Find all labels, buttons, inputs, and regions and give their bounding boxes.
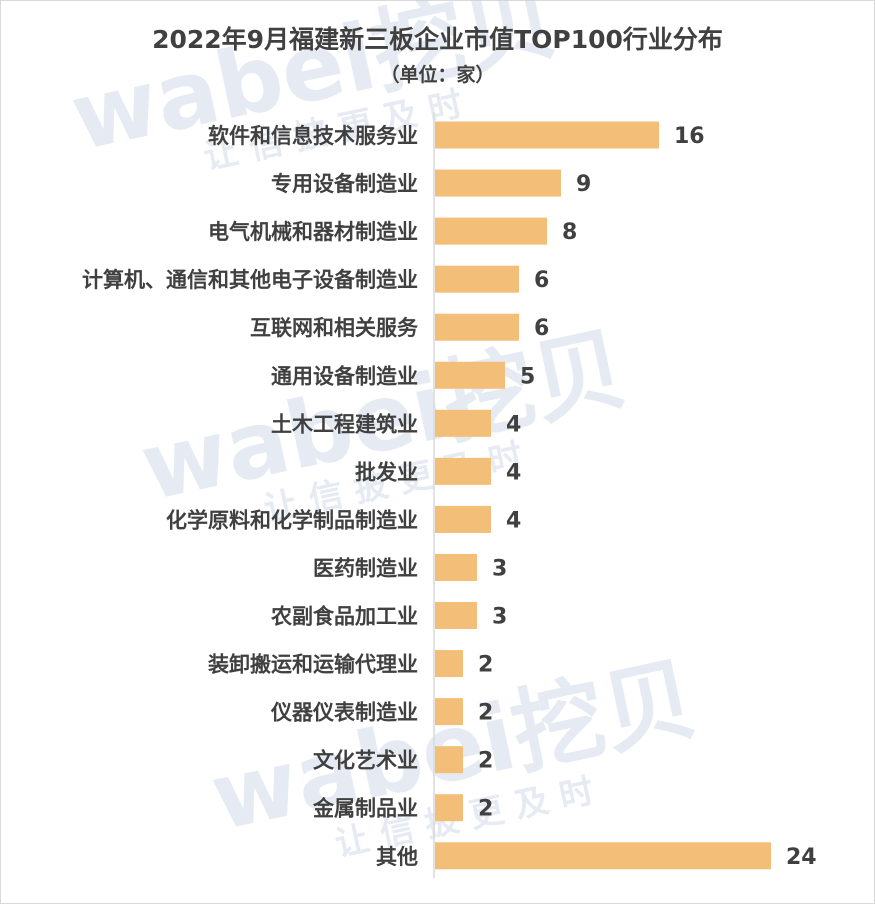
bar-14 xyxy=(435,794,463,822)
data-label-12: 2 xyxy=(478,701,493,726)
data-label-1: 9 xyxy=(576,172,591,197)
category-label-11: 装卸搬运和运输代理业 xyxy=(208,653,418,677)
category-label-1: 专用设备制造业 xyxy=(271,172,418,196)
data-label-14: 2 xyxy=(478,797,493,822)
category-label-14: 金属制品业 xyxy=(312,797,418,821)
bar-1 xyxy=(435,169,561,197)
category-label-15: 其他 xyxy=(376,845,418,869)
category-label-6: 土木工程建筑业 xyxy=(271,412,418,436)
bar-9 xyxy=(435,553,477,581)
bar-10 xyxy=(435,602,477,630)
data-label-2: 8 xyxy=(562,220,577,245)
category-label-4: 互联网和相关服务 xyxy=(250,316,419,340)
bar-12 xyxy=(435,698,463,726)
bar-4 xyxy=(435,313,519,341)
data-label-3: 6 xyxy=(534,268,549,293)
data-label-10: 3 xyxy=(492,605,507,630)
data-label-0: 16 xyxy=(674,124,705,149)
category-label-10: 农副食品加工业 xyxy=(270,605,418,629)
data-label-5: 5 xyxy=(520,364,535,389)
category-label-7: 批发业 xyxy=(355,460,418,484)
bar-0 xyxy=(435,121,659,149)
category-label-9: 医药制造业 xyxy=(313,556,418,580)
category-label-13: 文化艺术业 xyxy=(313,749,418,773)
category-label-8: 化学原料和化学制品制造业 xyxy=(166,508,418,532)
bar-11 xyxy=(435,650,463,678)
data-label-6: 4 xyxy=(506,412,521,437)
data-label-15: 24 xyxy=(786,845,817,870)
data-label-13: 2 xyxy=(478,749,493,774)
data-label-7: 4 xyxy=(506,460,521,485)
bar-6 xyxy=(435,409,491,437)
bar-8 xyxy=(435,505,491,533)
data-label-8: 4 xyxy=(506,508,521,533)
chart-subtitle: （单位：家） xyxy=(380,64,495,86)
bar-2 xyxy=(435,217,547,245)
category-label-3: 计算机、通信和其他电子设备制造业 xyxy=(82,268,418,292)
bar-15 xyxy=(435,842,771,870)
data-label-9: 3 xyxy=(492,556,507,581)
data-label-4: 6 xyxy=(534,316,549,341)
bar-7 xyxy=(435,457,491,485)
chart-title: 2022年9月福建新三板企业市值TOP100行业分布 xyxy=(152,25,723,54)
data-label-11: 2 xyxy=(478,653,493,678)
category-label-12: 仪器仪表制造业 xyxy=(270,701,418,725)
category-label-5: 通用设备制造业 xyxy=(271,364,418,388)
category-label-0: 软件和信息技术服务业 xyxy=(208,124,418,148)
bar-5 xyxy=(435,361,505,389)
bar-3 xyxy=(435,265,519,293)
bar-13 xyxy=(435,746,463,774)
category-label-2: 电气机械和器材制造业 xyxy=(208,220,418,244)
